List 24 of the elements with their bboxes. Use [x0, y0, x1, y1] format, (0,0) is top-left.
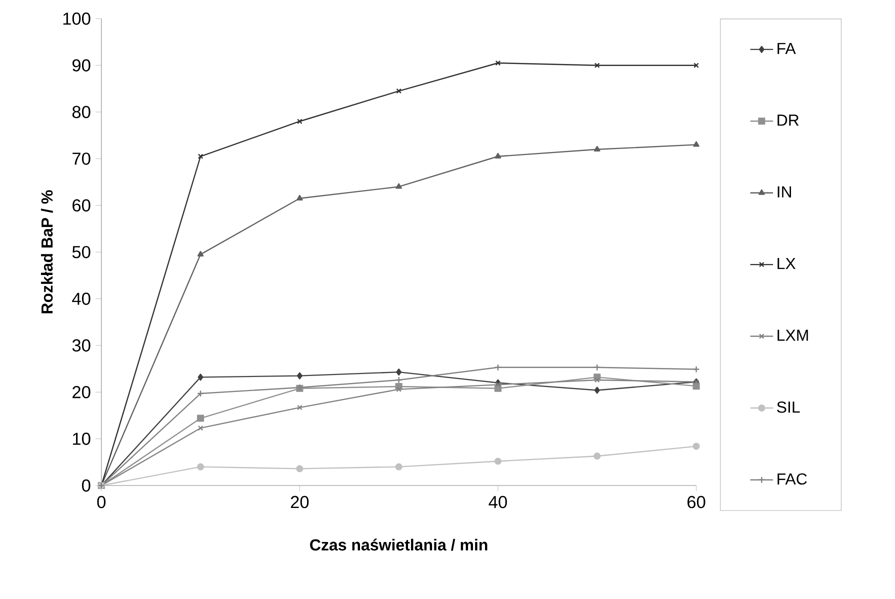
y-tick-label: 50: [72, 246, 90, 258]
y-tick-label: 0: [82, 479, 90, 492]
legend-label: IN: [778, 186, 792, 198]
y-tick-label: 30: [72, 339, 90, 352]
legend-label: LXM: [778, 330, 808, 341]
legend-label: FA: [778, 43, 796, 54]
x-axis-title: Czas naświetlania / min: [310, 538, 488, 551]
legend-label: LX: [778, 258, 796, 270]
legend-label: DR: [778, 114, 799, 126]
y-tick-label: 70: [72, 152, 90, 165]
y-tick-label: 40: [72, 292, 90, 305]
x-tick-label: 20: [290, 496, 309, 508]
y-axis-title: Rozkład BaP / %: [40, 190, 53, 314]
x-tick-label: 40: [488, 496, 507, 508]
y-tick-label: 10: [73, 432, 90, 446]
x-tick-label: 0: [97, 496, 106, 508]
y-tick-label: 60: [72, 199, 90, 212]
x-tick-label: 60: [687, 496, 706, 508]
y-tick-label: 20: [72, 386, 90, 398]
y-tick-label: 100: [63, 12, 90, 25]
y-tick-label: 80: [72, 106, 90, 118]
legend-label: SIL: [777, 402, 800, 413]
y-tick-label: 90: [72, 59, 90, 72]
legend-label: FAC: [778, 473, 807, 485]
